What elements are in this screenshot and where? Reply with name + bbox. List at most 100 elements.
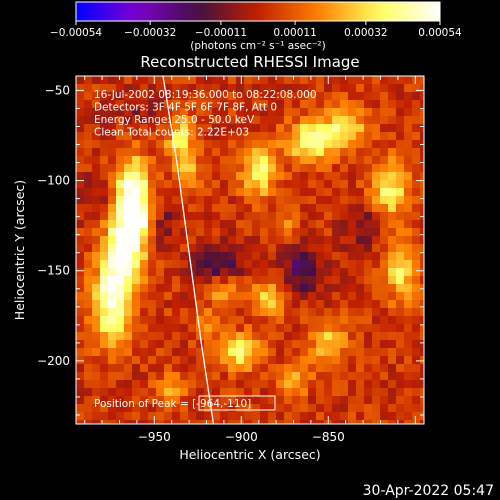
heatmap-cell [220, 396, 229, 405]
heatmap-cell [308, 236, 317, 245]
heatmap-cell [116, 108, 125, 117]
heatmap-cell [380, 212, 389, 221]
heatmap-cell [92, 396, 101, 405]
heatmap-cell [324, 164, 333, 173]
heatmap-cell [108, 164, 117, 173]
heatmap-cell [300, 300, 309, 309]
heatmap-cell [420, 164, 424, 173]
heatmap-cell [324, 148, 333, 157]
heatmap-cell [396, 172, 405, 181]
heatmap-cell [404, 396, 413, 405]
heatmap-cell [356, 140, 365, 149]
heatmap-cell [84, 372, 93, 381]
heatmap-cell [116, 388, 125, 397]
heatmap-cell [212, 364, 221, 373]
heatmap-cell [356, 180, 365, 189]
heatmap-cell [196, 356, 205, 365]
heatmap-cell [92, 372, 101, 381]
heatmap-cell [404, 172, 413, 181]
heatmap-cell [300, 396, 309, 405]
heatmap-cell [156, 348, 165, 357]
heatmap-cell [308, 76, 317, 85]
heatmap-cell [76, 324, 85, 333]
heatmap-cell [108, 332, 117, 341]
heatmap-cell [132, 324, 141, 333]
heatmap-cell [420, 428, 429, 437]
heatmap-cell [276, 156, 285, 165]
heatmap-cell [188, 340, 197, 349]
heatmap-cell [356, 372, 365, 381]
heatmap-cell [268, 180, 277, 189]
heatmap-cell [308, 108, 317, 117]
heatmap-cell [100, 172, 109, 181]
heatmap-cell [340, 196, 349, 205]
heatmap-cell [380, 380, 389, 389]
heatmap-cell [92, 380, 101, 389]
heatmap-cell [404, 404, 413, 413]
heatmap-cell [372, 276, 381, 285]
heatmap-cell [196, 372, 205, 381]
heatmap-cell [276, 228, 285, 237]
heatmap-cell [388, 100, 397, 109]
heatmap-cell [260, 356, 269, 365]
heatmap-cell [308, 404, 317, 413]
heatmap-cell [244, 148, 253, 157]
heatmap-cell [140, 388, 149, 397]
heatmap-cell [188, 172, 197, 181]
heatmap-cell [420, 364, 424, 373]
heatmap-cell [100, 332, 109, 341]
heatmap-cell [76, 388, 85, 397]
heatmap-cell [236, 412, 245, 421]
heatmap-cell [244, 252, 253, 261]
heatmap-cell [212, 212, 221, 221]
heatmap-cell [276, 84, 285, 93]
heatmap-cell [76, 148, 85, 157]
heatmap-cell [428, 244, 437, 253]
heatmap-cell [156, 100, 165, 109]
heatmap-cell [156, 180, 165, 189]
heatmap-cell [276, 364, 285, 373]
heatmap-cell [348, 340, 357, 349]
heatmap-cell [276, 92, 285, 101]
heatmap-cell [412, 404, 421, 413]
heatmap-cell [164, 268, 173, 277]
heatmap-cell [156, 340, 165, 349]
heatmap-cell [164, 364, 173, 373]
heatmap-cell [364, 372, 373, 381]
heatmap-cell [244, 404, 253, 413]
heatmap-cell [212, 412, 221, 421]
heatmap-cell [220, 316, 229, 325]
heatmap-cell [220, 156, 229, 165]
heatmap-cell [292, 172, 301, 181]
heatmap-cell [284, 116, 293, 125]
heatmap-cell [396, 276, 405, 285]
heatmap-cell [252, 372, 261, 381]
heatmap-cell [284, 364, 293, 373]
heatmap-cell [204, 252, 213, 261]
heatmap-cell [396, 380, 405, 389]
heatmap-cell [404, 116, 413, 125]
heatmap-cell [196, 212, 205, 221]
heatmap-cell [348, 348, 357, 357]
heatmap-cell [140, 132, 149, 141]
heatmap-cell [364, 252, 373, 261]
heatmap-cell [308, 244, 317, 253]
heatmap-cell [268, 428, 277, 437]
heatmap-cell [212, 156, 221, 165]
heatmap-cell [196, 276, 205, 285]
heatmap-cell [92, 204, 101, 213]
annotation-block: 16-Jul-2002 08:19:36.000 to 08:22:08.000… [94, 89, 317, 139]
heatmap-cell [92, 76, 101, 85]
heatmap-cell [196, 268, 205, 277]
heatmap-cell [124, 140, 133, 149]
heatmap-cell [380, 252, 389, 261]
heatmap-cell [132, 268, 141, 277]
heatmap-cell [268, 164, 277, 173]
heatmap-cell [380, 204, 389, 213]
heatmap-cell [300, 116, 309, 125]
heatmap-cell [124, 380, 133, 389]
heatmap-cell [300, 196, 309, 205]
heatmap-cell [300, 180, 309, 189]
heatmap-cell [156, 84, 165, 93]
heatmap-cell [276, 132, 285, 141]
